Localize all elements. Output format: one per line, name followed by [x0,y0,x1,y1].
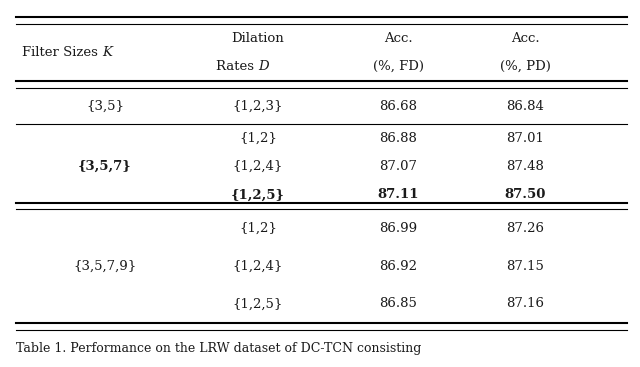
Text: {3,5,7}: {3,5,7} [78,160,132,173]
Text: {3,5,7,9}: {3,5,7,9} [74,259,137,273]
Text: 86.92: 86.92 [379,259,417,273]
Text: 87.07: 87.07 [379,160,417,173]
Text: K: K [102,46,112,59]
Text: 87.26: 87.26 [506,222,545,235]
Text: 87.16: 87.16 [506,298,545,310]
Text: {1,2,4}: {1,2,4} [233,160,283,173]
Text: {1,2,3}: {1,2,3} [233,99,283,113]
Text: {1,2,5}: {1,2,5} [231,189,285,201]
Text: 87.01: 87.01 [506,132,545,145]
Text: Filter Sizes: Filter Sizes [22,46,102,59]
Text: {1,2}: {1,2} [239,222,277,235]
Text: Dilation: Dilation [232,32,284,45]
Text: 86.85: 86.85 [379,298,417,310]
Text: 86.68: 86.68 [379,99,417,113]
Text: (%, FD): (%, FD) [372,60,424,73]
Text: 87.15: 87.15 [506,259,545,273]
Text: Rates: Rates [216,60,258,73]
Text: 87.50: 87.50 [505,189,546,201]
Text: {3,5}: {3,5} [86,99,124,113]
Text: (%, PD): (%, PD) [500,60,551,73]
Text: {1,2}: {1,2} [239,132,277,145]
Text: 86.84: 86.84 [506,99,545,113]
Text: 86.99: 86.99 [379,222,417,235]
Text: Table 1. Performance on the LRW dataset of DC-TCN consisting: Table 1. Performance on the LRW dataset … [16,342,421,355]
Text: 87.48: 87.48 [506,160,545,173]
Text: Acc.: Acc. [511,32,540,45]
Text: {1,2,4}: {1,2,4} [233,259,283,273]
Text: D: D [258,60,269,73]
Text: {1,2,5}: {1,2,5} [233,298,283,310]
Text: 87.11: 87.11 [378,189,419,201]
Text: Acc.: Acc. [384,32,412,45]
Text: 86.88: 86.88 [379,132,417,145]
